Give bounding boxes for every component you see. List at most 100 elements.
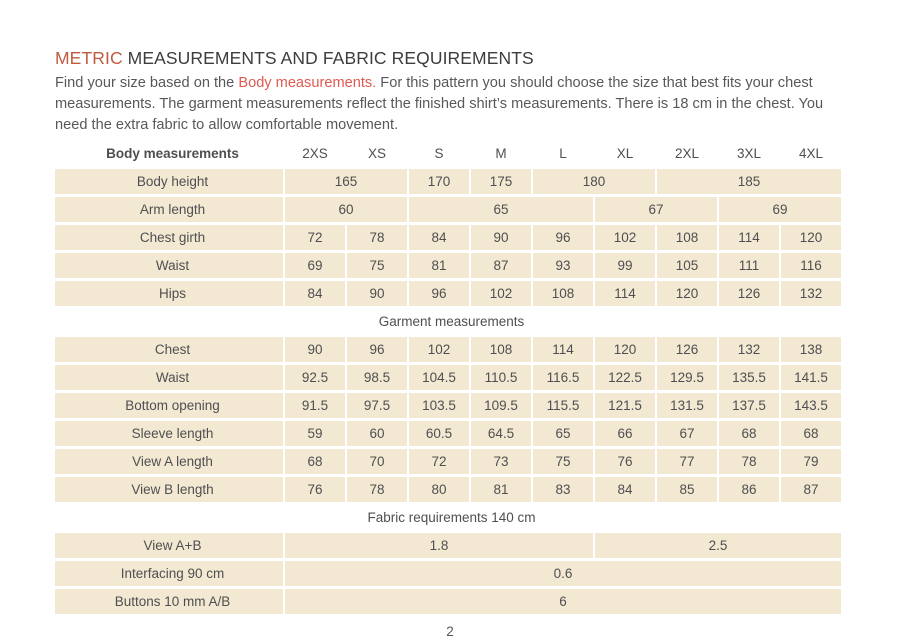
section-label: Fabric requirements 140 cm (367, 510, 536, 525)
cell-value: 137.5 (719, 393, 779, 418)
cell-value: 165 (285, 169, 407, 194)
cell-value: 170 (409, 169, 469, 194)
cell-value: 108 (657, 225, 717, 250)
cell-value: 102 (595, 225, 655, 250)
intro-paragraph: Find your size based on the Body measure… (55, 73, 847, 136)
cell-value: 65 (409, 197, 593, 222)
cell-value: 110.5 (471, 365, 531, 390)
page-number: 2 (446, 624, 454, 639)
page-title-rest: MEASUREMENTS AND FABRIC REQUIREMENTS (122, 48, 534, 68)
table-header-row: Body measurements 2XS XS S M L XL 2XL 3X… (55, 141, 841, 166)
table-row-chest-girth: Chest girth 72 78 84 90 96 102 108 114 1… (55, 225, 841, 250)
cell-value: 78 (347, 477, 407, 502)
cell-value: 68 (719, 421, 779, 446)
cell-value: 78 (719, 449, 779, 474)
cell-value: 116.5 (533, 365, 593, 390)
cell-value: 76 (595, 449, 655, 474)
cell-value: 185 (657, 169, 841, 194)
cell-value: 80 (409, 477, 469, 502)
cell-value: 60 (347, 421, 407, 446)
cell-value: 91.5 (285, 393, 345, 418)
row-label: View A+B (55, 533, 283, 558)
table-section-fabric: Fabric requirements 140 cm (55, 505, 841, 530)
cell-value: 69 (285, 253, 345, 278)
cell-value: 115.5 (533, 393, 593, 418)
table-row-view-b-length: View B length 76 78 80 81 83 84 85 86 87 (55, 477, 841, 502)
row-label: Waist (55, 253, 283, 278)
cell-value: 102 (471, 281, 531, 306)
cell-value: 120 (657, 281, 717, 306)
section-label: Garment measurements (378, 314, 525, 329)
table-row-hips: Hips 84 90 96 102 108 114 120 126 132 (55, 281, 841, 306)
cell-value: 68 (781, 421, 841, 446)
cell-value: 70 (347, 449, 407, 474)
cell-value: 92.5 (285, 365, 345, 390)
cell-value: 75 (347, 253, 407, 278)
row-label: Bottom opening (55, 393, 283, 418)
table-row-bottom-opening: Bottom opening 91.5 97.5 103.5 109.5 115… (55, 393, 841, 418)
cell-value: 143.5 (781, 393, 841, 418)
measurements-table: Body measurements 2XS XS S M L XL 2XL 3X… (53, 138, 843, 617)
row-label: Chest (55, 337, 283, 362)
body-measurements-link[interactable]: Body measurements. (238, 75, 377, 91)
cell-value: 129.5 (657, 365, 717, 390)
cell-value: 81 (409, 253, 469, 278)
cell-value: 84 (409, 225, 469, 250)
cell-value: 67 (595, 197, 717, 222)
cell-value: 90 (347, 281, 407, 306)
cell-value: 126 (657, 337, 717, 362)
cell-value: 59 (285, 421, 345, 446)
cell-value: 122.5 (595, 365, 655, 390)
size-column-header: 2XL (674, 146, 700, 161)
cell-value: 102 (409, 337, 469, 362)
cell-value: 72 (285, 225, 345, 250)
cell-value: 81 (471, 477, 531, 502)
cell-value: 138 (781, 337, 841, 362)
cell-value: 132 (781, 281, 841, 306)
table-row-sleeve-length: Sleeve length 59 60 60.5 64.5 65 66 67 6… (55, 421, 841, 446)
row-label: Buttons 10 mm A/B (55, 589, 283, 614)
cell-value: 79 (781, 449, 841, 474)
cell-value: 108 (533, 281, 593, 306)
cell-value: 84 (285, 281, 345, 306)
cell-value: 175 (471, 169, 531, 194)
table-header-title: Body measurements (106, 146, 239, 161)
page-title-accent: METRIC (55, 48, 123, 68)
page-title: METRIC MEASUREMENTS AND FABRIC REQUIREME… (55, 48, 845, 68)
cell-value: 132 (719, 337, 779, 362)
cell-value: 111 (719, 253, 779, 278)
size-column-header: 2XS (302, 146, 328, 161)
cell-value: 86 (719, 477, 779, 502)
cell-value: 90 (471, 225, 531, 250)
cell-value: 77 (657, 449, 717, 474)
cell-value: 87 (471, 253, 531, 278)
cell-value: 0.6 (285, 561, 841, 586)
cell-value: 98.5 (347, 365, 407, 390)
cell-value: 75 (533, 449, 593, 474)
table-row-interfacing: Interfacing 90 cm 0.6 (55, 561, 841, 586)
table-row-view-ab: View A+B 1.8 2.5 (55, 533, 841, 558)
row-label: Arm length (55, 197, 283, 222)
table-row-waist-body: Waist 69 75 81 87 93 99 105 111 116 (55, 253, 841, 278)
cell-value: 93 (533, 253, 593, 278)
intro-text-pre: Find your size based on the (55, 75, 239, 91)
cell-value: 84 (595, 477, 655, 502)
cell-value: 126 (719, 281, 779, 306)
cell-value: 97.5 (347, 393, 407, 418)
cell-value: 96 (347, 337, 407, 362)
table-row-waist-garment: Waist 92.5 98.5 104.5 110.5 116.5 122.5 … (55, 365, 841, 390)
cell-value: 103.5 (409, 393, 469, 418)
cell-value: 69 (719, 197, 841, 222)
row-label: Waist (55, 365, 283, 390)
table-section-garment: Garment measurements (55, 309, 841, 334)
row-label: Sleeve length (55, 421, 283, 446)
cell-value: 120 (595, 337, 655, 362)
cell-value: 108 (471, 337, 531, 362)
cell-value: 60.5 (409, 421, 469, 446)
cell-value: 116 (781, 253, 841, 278)
cell-value: 131.5 (657, 393, 717, 418)
cell-value: 6 (285, 589, 841, 614)
size-column-header: S (434, 146, 444, 161)
size-column-header: 4XL (798, 146, 824, 161)
